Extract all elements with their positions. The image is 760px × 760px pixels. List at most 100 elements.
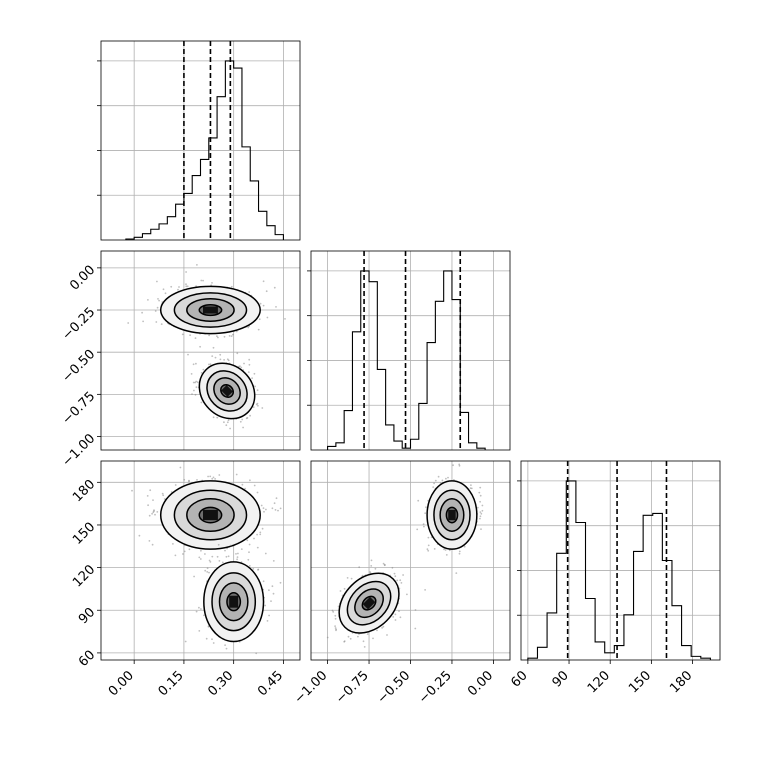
scatter-point xyxy=(156,511,159,513)
scatter-point xyxy=(240,548,243,550)
scatter-point xyxy=(217,543,220,546)
scatter-point xyxy=(394,619,397,621)
scatter-point xyxy=(458,463,461,466)
scatter-point xyxy=(369,571,371,573)
scatter-point xyxy=(479,494,482,497)
density-peak xyxy=(202,509,218,521)
scatter-point xyxy=(223,421,225,424)
scatter-point xyxy=(239,420,242,423)
scatter-point xyxy=(452,464,454,467)
axes-frame xyxy=(100,250,301,451)
density-peak xyxy=(221,385,233,397)
scatter-point xyxy=(161,492,164,495)
scatter-point xyxy=(206,567,209,570)
scatter-point xyxy=(455,572,458,574)
scatter-point xyxy=(479,511,482,513)
scatter-point xyxy=(400,582,403,584)
scatter-point xyxy=(230,335,233,337)
scatter-point xyxy=(241,418,244,421)
scatter-point xyxy=(226,358,229,361)
scatter-point xyxy=(195,362,197,365)
histogram-panel-3 xyxy=(307,250,511,451)
scatter-point xyxy=(241,483,244,486)
scatter-point xyxy=(265,290,268,293)
scatter-point xyxy=(414,609,417,611)
scatter-point xyxy=(183,478,186,481)
scatter-point xyxy=(192,381,195,384)
scatter-point xyxy=(211,477,214,480)
scatter-point xyxy=(334,625,336,627)
scatter-point xyxy=(194,337,197,339)
scatter-point xyxy=(131,489,133,492)
scatter-point xyxy=(177,288,179,291)
x-tick-label: −0.25 xyxy=(416,668,455,707)
scatter-point xyxy=(423,525,425,528)
scatter-points xyxy=(131,466,282,655)
scatter-point xyxy=(284,318,286,320)
scatter-point xyxy=(266,316,269,319)
scatter-point xyxy=(198,630,201,632)
scatter-point xyxy=(398,610,400,612)
scatter-point xyxy=(183,550,186,553)
scatter-point xyxy=(255,652,258,655)
scatter-point xyxy=(200,279,203,282)
scatter-point xyxy=(182,553,184,555)
scatter-point xyxy=(363,646,366,648)
scatter-point xyxy=(374,567,377,570)
scatter-point xyxy=(334,627,337,629)
scatter-point xyxy=(366,633,369,635)
scatter-point xyxy=(463,545,466,548)
scatter-point xyxy=(217,336,219,339)
scatter-point xyxy=(225,555,228,558)
scatter-point xyxy=(200,372,203,374)
scatter-point xyxy=(218,560,221,562)
scatter-point xyxy=(424,589,426,591)
scatter-point xyxy=(204,569,207,572)
scatter-point xyxy=(142,320,145,323)
scatter-point xyxy=(248,291,251,293)
scatter-point xyxy=(208,559,211,562)
scatter-point xyxy=(256,546,259,549)
scatter-point xyxy=(382,625,385,628)
scatter-point xyxy=(240,366,243,369)
scatter-point xyxy=(156,280,158,283)
scatter-point xyxy=(211,282,213,284)
scatter-point xyxy=(204,553,206,555)
scatter-point xyxy=(357,635,359,638)
scatter-point xyxy=(437,475,440,478)
scatter-point xyxy=(207,625,210,628)
scatter-point xyxy=(275,497,278,500)
scatter-point xyxy=(433,482,435,485)
scatter-point xyxy=(427,536,430,539)
scatter-point xyxy=(246,417,249,419)
scatter-point xyxy=(248,551,250,554)
scatter-point xyxy=(279,581,282,584)
scatter-point xyxy=(191,393,193,395)
scatter-point xyxy=(148,514,151,517)
scatter-point xyxy=(258,318,261,321)
scatter-point xyxy=(481,504,484,507)
scatter-point xyxy=(208,571,210,574)
scatter-point xyxy=(268,589,270,592)
density-peak xyxy=(362,596,376,610)
scatter-point xyxy=(235,473,238,476)
scatter-point xyxy=(212,416,215,419)
scatter-point xyxy=(127,322,130,324)
scatter-point xyxy=(211,555,214,558)
scatter-point xyxy=(441,479,444,482)
scatter-point xyxy=(200,401,203,404)
scatter-point xyxy=(236,558,239,561)
scatter-point xyxy=(229,544,232,547)
scatter-point xyxy=(189,334,192,337)
density-contours xyxy=(159,285,261,335)
scatter-point xyxy=(264,604,267,607)
scatter-point xyxy=(172,543,174,545)
histogram-panel-1 xyxy=(97,40,301,241)
scatter-point xyxy=(209,561,212,563)
scatter-point xyxy=(381,627,383,629)
scatter-point xyxy=(480,512,483,515)
scatter-point xyxy=(386,634,388,636)
scatter-point xyxy=(230,285,233,288)
scatter-point xyxy=(235,330,238,333)
scatter-point xyxy=(392,616,395,618)
